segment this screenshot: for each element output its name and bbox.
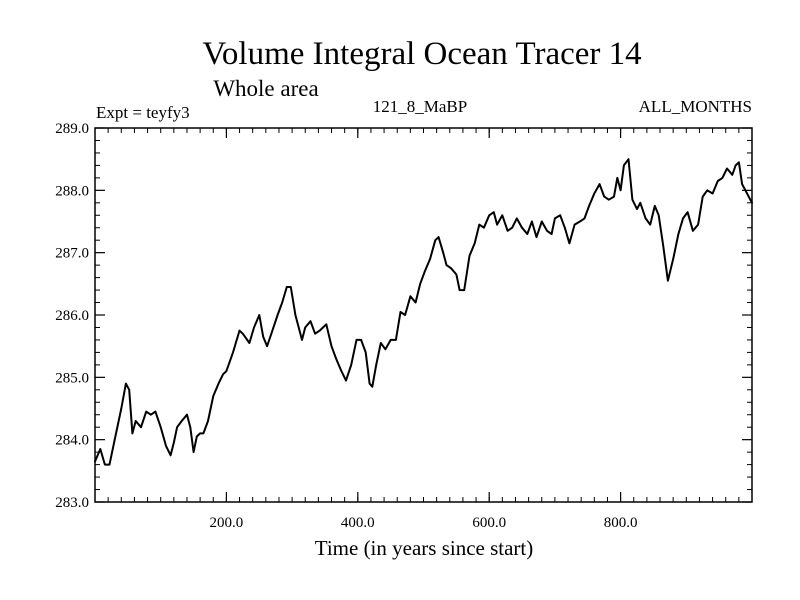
y-tick-label: 289.0 — [55, 121, 89, 137]
x-tick-label: 400.0 — [341, 515, 375, 531]
y-tick-label: 283.0 — [55, 495, 89, 511]
x-axis-label: Time (in years since start) — [315, 536, 534, 560]
period-label: 121_8_MaBP — [373, 97, 467, 116]
chart-title: Volume Integral Ocean Tracer 14 — [202, 36, 641, 72]
y-tick-label: 284.0 — [55, 433, 89, 449]
y-tick-label: 288.0 — [55, 183, 89, 199]
y-tick-label: 285.0 — [55, 370, 89, 386]
chart-subtitle: Whole area — [213, 76, 318, 101]
y-tick-label: 286.0 — [55, 308, 89, 324]
months-label: ALL_MONTHS — [639, 97, 752, 116]
x-tick-label: 600.0 — [472, 515, 506, 531]
y-tick-label: 287.0 — [55, 246, 89, 262]
x-tick-label: 800.0 — [604, 515, 638, 531]
experiment-label: Expt = teyfy3 — [96, 103, 190, 122]
x-tick-label: 200.0 — [210, 515, 244, 531]
series-line — [94, 158, 753, 466]
